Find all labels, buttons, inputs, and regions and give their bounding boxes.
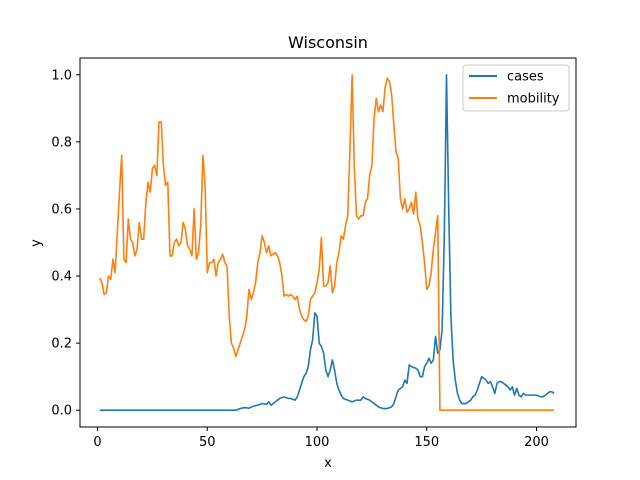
x-tick-label: 50 xyxy=(199,435,216,450)
x-tick-label: 100 xyxy=(305,435,330,450)
y-tick-label: 0.8 xyxy=(51,135,72,150)
legend-label-mobility: mobility xyxy=(507,92,560,107)
y-tick-label: 0.0 xyxy=(51,404,72,419)
y-tick-label: 1.0 xyxy=(51,68,72,83)
y-tick-label: 0.6 xyxy=(51,202,72,217)
x-tick-label: 0 xyxy=(93,435,101,450)
series-line-mobility xyxy=(99,73,555,412)
legend: cases mobility xyxy=(462,64,570,112)
y-axis-label: y xyxy=(29,239,44,247)
legend-label-cases: cases xyxy=(507,70,544,85)
y-axis: 0.0 0.2 0.4 0.6 0.8 1.0 xyxy=(51,68,80,419)
chart-title: Wisconsin xyxy=(288,33,368,52)
x-axis-label: x xyxy=(324,456,332,471)
x-axis: 0 50 100 150 200 xyxy=(93,427,549,450)
series-layer xyxy=(99,73,555,412)
plot-frame xyxy=(79,57,577,428)
y-tick-label: 0.4 xyxy=(51,270,72,285)
y-tick-label: 0.2 xyxy=(51,337,72,352)
series-line-cases xyxy=(99,73,555,412)
x-tick-label: 150 xyxy=(414,435,439,450)
x-tick-label: 200 xyxy=(524,435,549,450)
